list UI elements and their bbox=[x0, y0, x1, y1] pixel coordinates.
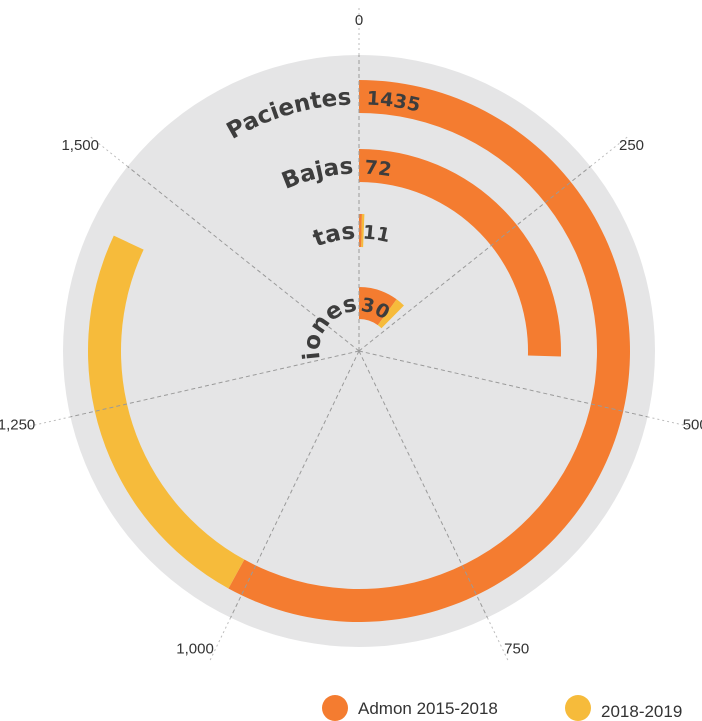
grid-line-1 bbox=[358, 166, 591, 352]
tick-labels: 0 250 500 750 1,000 1,250 1,500 bbox=[0, 12, 702, 657]
tick-label-2: 500 bbox=[683, 416, 702, 433]
grid-line-outer-2 bbox=[647, 416, 696, 429]
tick-label-4: 1,000 bbox=[176, 640, 214, 657]
bar-evaluaciones-series-0 bbox=[359, 287, 397, 326]
tick-label-0: 0 bbox=[355, 12, 363, 29]
bar-evaluaciones-series-1 bbox=[377, 299, 404, 329]
grid-line-outer-3 bbox=[486, 617, 510, 663]
grid-line-outer-4 bbox=[208, 617, 232, 663]
tick-label-1: 250 bbox=[619, 137, 644, 154]
grid-line-outer-6 bbox=[88, 135, 128, 167]
legend-swatch-2018-2019 bbox=[565, 695, 591, 721]
bar-altas-series-1 bbox=[361, 214, 365, 248]
grid-line-3 bbox=[358, 350, 488, 618]
tick-label-3: 750 bbox=[504, 640, 529, 657]
grid-line-outer-1 bbox=[590, 135, 630, 167]
tick-label-6: 1,500 bbox=[61, 137, 99, 154]
grid-layer bbox=[22, 6, 696, 663]
grid-line-4 bbox=[230, 350, 360, 618]
grid-line-6 bbox=[127, 166, 360, 352]
bar-pacientes-series-1 bbox=[88, 235, 245, 589]
grid-line-2 bbox=[358, 350, 648, 418]
legend-label-2018-2019: 2018-2019 bbox=[601, 702, 682, 721]
legend: Admon 2015-2018 2018-2019 bbox=[322, 695, 682, 721]
grid-line-outer-5 bbox=[22, 416, 71, 429]
tick-label-5: 1,250 bbox=[0, 416, 35, 433]
grid-line-5 bbox=[70, 350, 360, 418]
bars-layer bbox=[88, 80, 630, 622]
bar-altas-series-0 bbox=[359, 214, 362, 248]
legend-label-admon: Admon 2015-2018 bbox=[358, 699, 498, 718]
bar-bajas-series-0 bbox=[359, 149, 561, 357]
legend-swatch-admon bbox=[322, 695, 348, 721]
